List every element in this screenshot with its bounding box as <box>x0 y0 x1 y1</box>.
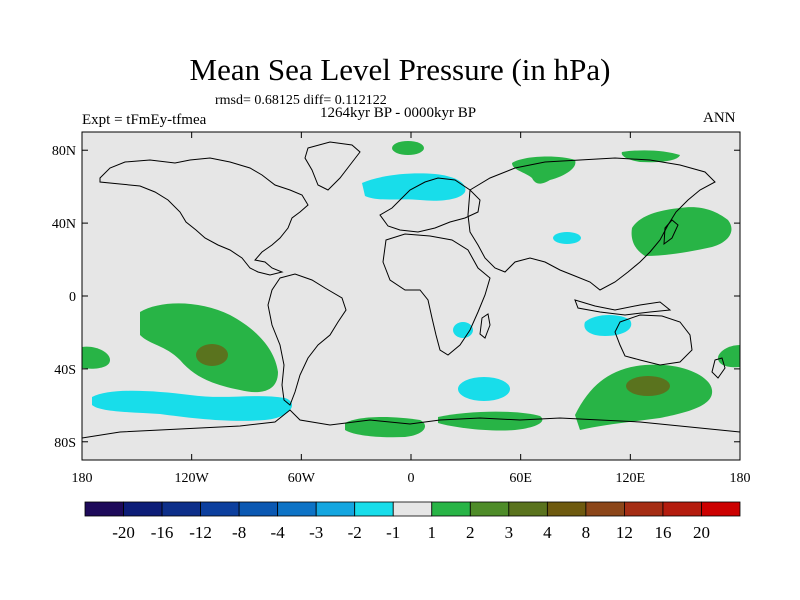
colorbar-label: -4 <box>271 523 286 542</box>
colorbar-label: -3 <box>309 523 323 542</box>
colorbar-label: -20 <box>112 523 135 542</box>
anomaly-southern-indian-core <box>626 376 670 396</box>
colorbar-label: -2 <box>348 523 362 542</box>
x-tick-label: 180 <box>730 471 751 486</box>
colorbar-box <box>662 501 702 517</box>
colorbar-label: 4 <box>543 523 552 542</box>
experiment-label: Expt = tFmEy-tfmea <box>82 112 207 128</box>
period-subtitle: 1264kyr BP - 0000kyr BP <box>320 105 477 121</box>
x-tick-label: 60E <box>509 471 532 486</box>
anomaly-indian-east-low <box>584 314 632 336</box>
anomaly-dateline-high <box>82 346 110 369</box>
colorbar-boxes <box>84 501 741 517</box>
anomaly-madagascar-low <box>453 322 473 338</box>
colorbar-box <box>392 501 433 517</box>
colorbar-labels: -20 -16 -12 -8 -4 -3 -2 -1 1 2 3 4 8 12 16 20 <box>112 523 710 542</box>
x-tick-label: 120E <box>616 471 646 486</box>
coast-africa <box>382 233 491 356</box>
colorbar-label: 20 <box>693 523 710 542</box>
colorbar-box <box>200 501 240 517</box>
map-title: Mean Sea Level Pressure (in hPa) <box>189 52 611 87</box>
y-tick-label: 40N <box>52 217 76 232</box>
colorbar-box <box>315 501 356 517</box>
anomaly-antarctic-indian-high <box>438 411 543 431</box>
coast-antarctica <box>82 409 740 439</box>
coast-europe <box>379 177 481 233</box>
colorbar-box <box>469 501 510 517</box>
colorbar-label: 8 <box>582 523 591 542</box>
x-tick-label: 0 <box>408 471 415 486</box>
colorbar-label: 12 <box>616 523 633 542</box>
colorbar-box <box>354 501 394 517</box>
anomaly-southern-indian-high <box>575 364 713 430</box>
colorbar-label: -8 <box>232 523 246 542</box>
anomaly-indian-ocean-low <box>458 377 510 401</box>
coast-australia <box>614 314 693 366</box>
season-label: ANN <box>703 110 736 126</box>
colorbar-box <box>161 501 201 517</box>
coast-indonesia <box>574 299 672 316</box>
x-tick-label: 120W <box>175 471 210 486</box>
colorbar-box <box>508 501 548 517</box>
anomaly-middle-east-low <box>553 232 581 244</box>
colorbar-label: -12 <box>189 523 212 542</box>
rmsd-diff-label: rmsd= 0.68125 diff= 0.112122 <box>215 93 387 108</box>
colorbar-box <box>701 501 741 517</box>
coast-north-america <box>99 157 309 276</box>
coast-japan <box>663 219 679 246</box>
colorbar-label: 3 <box>505 523 514 542</box>
colorbar-box <box>546 501 587 517</box>
colorbar-box <box>277 501 317 517</box>
coast-asia <box>467 157 716 291</box>
anomaly-south-pacific-core <box>196 344 228 366</box>
anomaly-siberian-arctic-high <box>512 156 576 184</box>
anomaly-antarctic-atlantic-high <box>345 416 425 438</box>
colorbar-box <box>84 501 124 517</box>
coast-madagascar <box>479 313 491 339</box>
coastlines <box>82 141 740 439</box>
colorbar-box <box>123 501 163 517</box>
y-tick-label: 0 <box>69 290 76 305</box>
colorbar-label: 2 <box>466 523 475 542</box>
x-tick-label: 60W <box>288 471 316 486</box>
anomaly-arctic-high-1 <box>392 141 424 155</box>
y-tick-label: 80S <box>54 436 76 451</box>
colorbar-box <box>238 501 279 517</box>
x-tick-label: 180 <box>72 471 93 486</box>
coast-new-zealand <box>711 357 726 379</box>
axis-ticks: 180 120W 60W 0 60E 120E 180 80N 40N 0 40S 80S <box>52 132 751 486</box>
coast-greenland <box>304 141 361 191</box>
colorbar-label: -16 <box>151 523 174 542</box>
colorbar-label: 16 <box>654 523 671 542</box>
colorbar-box <box>431 501 471 517</box>
colorbar-box <box>624 501 664 517</box>
y-tick-label: 40S <box>54 363 76 378</box>
coast-south-america <box>267 273 347 406</box>
anomaly-north-atlantic-low <box>362 173 466 201</box>
anomaly-south-pacific-low <box>92 390 293 421</box>
colorbar-label: 1 <box>428 523 437 542</box>
y-tick-label: 80N <box>52 144 76 159</box>
colorbar-label: -1 <box>386 523 400 542</box>
colorbar-box <box>585 501 625 517</box>
